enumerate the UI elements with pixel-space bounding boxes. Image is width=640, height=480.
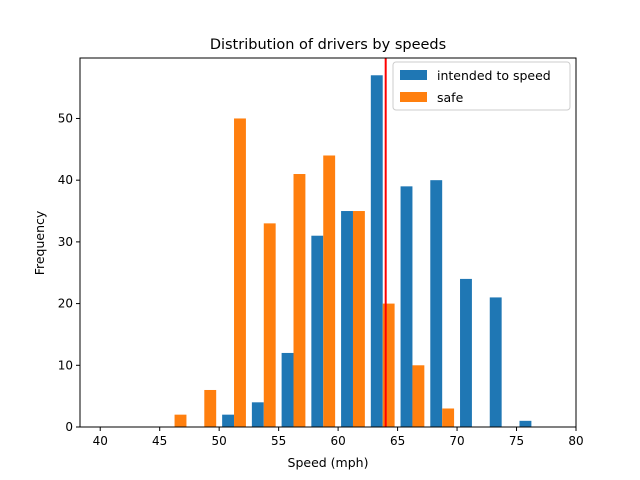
bar-intended-10 [460, 278, 472, 427]
x-axis-label: Speed (mph) [288, 455, 369, 470]
y-tick-label-10: 10 [58, 358, 73, 372]
legend-swatch-intended [400, 70, 427, 80]
bar-safe-6 [352, 211, 365, 427]
x-tick-label-45: 45 [152, 434, 167, 448]
bar-safe-0 [174, 414, 187, 427]
x-tick-label-80: 80 [568, 434, 583, 448]
bar-safe-7 [382, 303, 395, 427]
y-tick-label-30: 30 [58, 235, 73, 249]
legend-label-intended: intended to speed [437, 68, 551, 83]
legend-label-safe: safe [437, 90, 464, 105]
bar-safe-2 [234, 118, 246, 427]
bar-safe-1 [204, 389, 217, 427]
x-tick-label-60: 60 [330, 434, 345, 448]
y-tick-label-20: 20 [58, 297, 73, 311]
bar-safe-5 [323, 155, 336, 428]
bar-safe-9 [442, 408, 455, 427]
bar-intended-9 [430, 180, 443, 427]
x-tick-label-75: 75 [509, 434, 524, 448]
bar-intended-3 [251, 402, 264, 427]
y-tick-label-40: 40 [58, 173, 73, 187]
x-tick-label-70: 70 [449, 434, 464, 448]
axes-frame [79, 57, 577, 428]
y-axis-label: Frequency [32, 210, 47, 275]
bar-intended-5 [311, 235, 324, 427]
chart-title: Distribution of drivers by speeds [210, 37, 446, 53]
y-tick-label-0: 0 [65, 420, 73, 434]
legend-swatch-safe [400, 92, 427, 102]
plot-area: 40 45 50 55 60 65 70 75 80 0 10 20 30 40 50 [58, 57, 584, 448]
bar-intended-4 [281, 352, 294, 427]
bar-intended-12 [519, 420, 532, 427]
bar-safe-3 [263, 223, 276, 427]
x-tick-label-55: 55 [271, 434, 286, 448]
bar-intended-2 [222, 414, 235, 427]
bar-intended-8 [400, 186, 413, 427]
bar-safe-4 [293, 174, 306, 427]
bar-intended-6 [341, 211, 353, 427]
x-tick-label-50: 50 [212, 434, 227, 448]
bar-safe-8 [412, 365, 425, 427]
legend-frame [392, 61, 571, 111]
x-tick-label-40: 40 [93, 434, 108, 448]
bar-intended-11 [489, 297, 502, 427]
bar-intended-7 [370, 75, 383, 427]
x-tick-label-65: 65 [390, 434, 405, 448]
legend: intended to speed safe [392, 61, 571, 111]
y-tick-label-50: 50 [58, 111, 73, 125]
